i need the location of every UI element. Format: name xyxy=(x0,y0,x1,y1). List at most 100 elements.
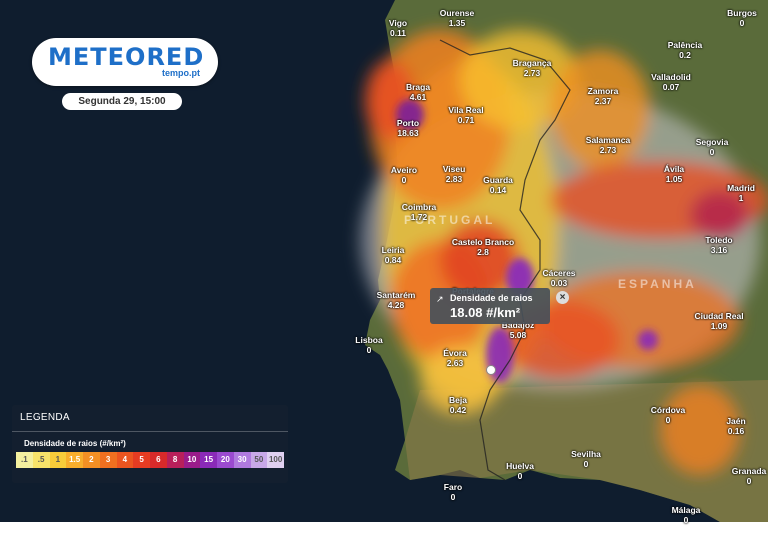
city-name: Faro xyxy=(443,482,463,492)
city-label[interactable]: Segovia 0 xyxy=(696,137,729,157)
city-value: 0 xyxy=(401,175,407,185)
city-name: Vila Real xyxy=(448,105,484,115)
city-value: 0 xyxy=(709,147,715,157)
city-name: Porto xyxy=(396,118,420,128)
city-label[interactable]: Coimbra 1.72 xyxy=(402,202,436,222)
city-name: Coimbra xyxy=(401,202,437,212)
city-label[interactable]: Viseu 2.83 xyxy=(443,164,466,184)
city-label[interactable]: Granada 0 xyxy=(732,466,767,486)
city-value: 2.73 xyxy=(599,145,617,155)
legend-title: LEGENDA xyxy=(20,412,70,423)
legend-step: 2 xyxy=(83,452,100,468)
legend-step: 4 xyxy=(116,452,134,468)
city-label[interactable]: Málaga 0 xyxy=(672,505,701,525)
city-value: 2.83 xyxy=(445,174,463,184)
city-value: 0 xyxy=(746,476,752,486)
location-marker[interactable] xyxy=(486,365,496,375)
legend-step: 1 xyxy=(49,452,67,468)
city-label[interactable]: Huelva 0 xyxy=(506,461,534,481)
city-value: 0.2 xyxy=(679,50,691,60)
city-label[interactable]: Beja 0.42 xyxy=(449,395,467,415)
legend-step: 5 xyxy=(133,452,150,468)
legend-step: 1.5 xyxy=(66,452,83,468)
legend-divider xyxy=(12,431,288,432)
city-label[interactable]: Jaén 0.16 xyxy=(726,416,745,436)
city-label[interactable]: Badajoz 5.08 xyxy=(502,320,535,340)
city-name: Ciudad Real xyxy=(694,311,744,321)
city-label[interactable]: Ciudad Real 1.09 xyxy=(694,311,743,331)
city-value: 0 xyxy=(683,515,689,525)
city-label[interactable]: Toledo 3.16 xyxy=(705,235,732,255)
city-label[interactable]: Santarém 4.28 xyxy=(377,290,416,310)
city-label[interactable]: Bragança 2.73 xyxy=(513,58,552,78)
city-value: 1.05 xyxy=(665,174,683,184)
legend-step: 30 xyxy=(233,452,251,468)
city-name: Braga xyxy=(405,82,431,92)
city-value: 3.16 xyxy=(710,245,728,255)
city-value: 2.73 xyxy=(523,68,541,78)
city-label[interactable]: Porto 18.63 xyxy=(397,118,419,138)
city-label[interactable]: Palência 0.2 xyxy=(668,40,703,60)
city-name: Jaén xyxy=(726,416,746,426)
legend-step: 8 xyxy=(166,452,184,468)
city-label[interactable]: Vila Real 0.71 xyxy=(448,105,483,125)
city-label[interactable]: Lisboa 0 xyxy=(355,335,382,355)
city-name: Ourense xyxy=(439,8,475,18)
city-value: 0.42 xyxy=(449,405,467,415)
date-time-badge[interactable]: Segunda 29, 15:00 xyxy=(62,93,182,110)
city-value: 0 xyxy=(517,471,523,481)
lightning-density-map[interactable] xyxy=(0,0,768,522)
city-name: Viseu xyxy=(442,164,466,174)
country-label-espanha: ESPANHA xyxy=(618,277,697,291)
legend-panel: LEGENDA Densidade de raios (#/km²) .1.5 1… xyxy=(12,405,288,483)
city-name: Évora xyxy=(443,348,467,358)
city-name: Burgos xyxy=(727,8,757,18)
city-value: 0.11 xyxy=(389,28,407,38)
city-label[interactable]: Ourense 1.35 xyxy=(440,8,475,28)
city-name: Córdova xyxy=(650,405,686,415)
legend-step: 20 xyxy=(217,452,234,468)
city-label[interactable]: Zamora 2.37 xyxy=(588,86,619,106)
city-label[interactable]: Vigo 0.11 xyxy=(389,18,407,38)
legend-step: 3 xyxy=(99,452,117,468)
city-value: 4.61 xyxy=(409,92,427,102)
city-label[interactable]: Valladolid 0.07 xyxy=(651,72,691,92)
meteored-logo[interactable]: METEORED tempo.pt xyxy=(32,38,218,86)
city-value: 0 xyxy=(583,459,589,469)
city-name: Badajoz xyxy=(501,320,535,330)
city-label[interactable]: Aveiro 0 xyxy=(391,165,417,185)
bottom-strip xyxy=(0,522,768,540)
city-label[interactable]: Braga 4.61 xyxy=(406,82,430,102)
city-value: 0.14 xyxy=(489,185,507,195)
city-name: Cáceres xyxy=(542,268,576,278)
city-value: 2.8 xyxy=(477,247,489,257)
city-label[interactable]: Ávila 1.05 xyxy=(664,164,684,184)
city-label[interactable]: Sevilha 0 xyxy=(571,449,601,469)
lightning-icon: ↗ xyxy=(436,294,444,304)
city-label[interactable]: Faro 0 xyxy=(444,482,462,502)
city-value: 18.63 xyxy=(397,128,419,138)
city-name: Granada xyxy=(731,466,767,476)
city-name: Salamanca xyxy=(585,135,631,145)
city-value: 1.72 xyxy=(410,212,428,222)
logo-text: METEORED xyxy=(48,43,205,71)
country-label-portugal: PORTUGAL xyxy=(404,213,496,227)
close-icon[interactable]: × xyxy=(556,291,569,304)
city-name: Aveiro xyxy=(390,165,418,175)
city-label[interactable]: Évora 2.63 xyxy=(443,348,467,368)
city-label[interactable]: Córdova 0 xyxy=(651,405,685,425)
density-tooltip: ↗ Densidade de raios 18.08 #/km² xyxy=(430,288,550,324)
city-label[interactable]: Salamanca 2.73 xyxy=(586,135,630,155)
border-portugal-spain xyxy=(439,39,571,481)
city-label[interactable]: Madrid 1 xyxy=(727,183,755,203)
legend-step: 100 xyxy=(267,452,284,468)
city-value: 0.71 xyxy=(457,115,475,125)
city-label[interactable]: Castelo Branco 2.8 xyxy=(452,237,514,257)
city-label[interactable]: Leiria 0.84 xyxy=(382,245,405,265)
city-label[interactable]: Cáceres 0.03 xyxy=(542,268,575,288)
city-label[interactable]: Guarda 0.14 xyxy=(483,175,513,195)
city-label[interactable]: Burgos 0 xyxy=(727,8,757,28)
city-value: 0.07 xyxy=(662,82,680,92)
city-name: Madrid xyxy=(727,183,755,193)
city-name: Segovia xyxy=(695,137,729,147)
